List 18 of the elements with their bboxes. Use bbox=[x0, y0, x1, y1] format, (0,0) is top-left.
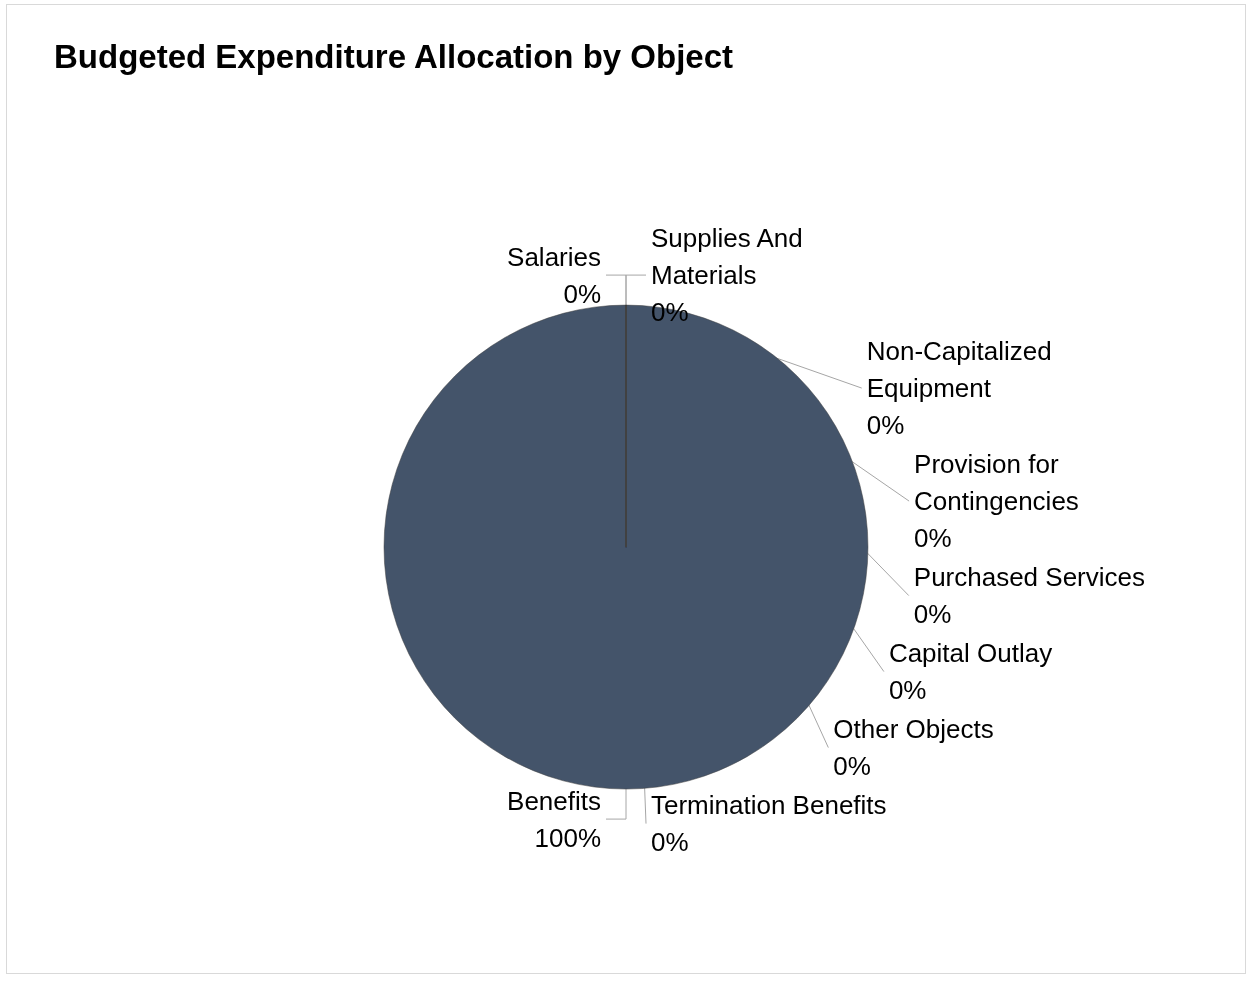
category-label: Provision for Contingencies bbox=[914, 449, 1079, 517]
category-label: Other Objects bbox=[833, 714, 994, 745]
data-label: 100% bbox=[534, 822, 601, 853]
text: 0% bbox=[914, 523, 952, 554]
category-label: Capital Outlay bbox=[888, 638, 1053, 669]
category-label: Supplies And Materials bbox=[651, 223, 803, 291]
text: 0% bbox=[866, 410, 905, 441]
category-label: Non-Capitalized Equipment bbox=[866, 336, 1052, 404]
slice-label: Benefits bbox=[507, 785, 601, 816]
text: 0% bbox=[833, 751, 871, 782]
category-label: Purchased Services bbox=[913, 562, 1146, 593]
text: 0% bbox=[651, 827, 689, 858]
text: 0% bbox=[913, 599, 952, 630]
text: 0% bbox=[563, 278, 601, 309]
category-label: Termination Benefits bbox=[651, 790, 887, 821]
category-label: Salaries bbox=[507, 241, 601, 272]
chart-title: Budgeted Expenditure Allocation by Object bbox=[54, 38, 734, 75]
text: 0% bbox=[888, 675, 927, 706]
